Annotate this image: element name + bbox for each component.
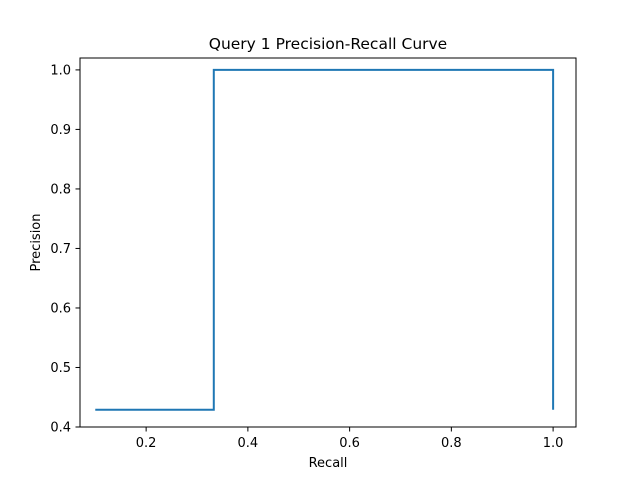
y-tick-label: 0.7: [50, 242, 71, 257]
y-tick-label: 0.9: [50, 123, 71, 138]
x-tick-label: 0.2: [136, 436, 157, 451]
y-tick-label: 0.8: [50, 182, 71, 197]
y-axis-ticks: 0.4 0.5 0.6 0.7 0.8 0.9 1.0: [50, 63, 80, 436]
y-tick-label: 0.4: [50, 421, 71, 436]
plot-area: [95, 68, 555, 411]
series-line-0: [95, 68, 555, 411]
y-tick-label: 0.5: [50, 361, 71, 376]
x-tick-label: 0.6: [339, 436, 360, 451]
x-axis-label: Recall: [309, 456, 348, 471]
chart-title: Query 1 Precision-Recall Curve: [209, 35, 447, 53]
y-tick-label: 1.0: [50, 63, 71, 78]
x-tick-label: 0.8: [441, 436, 462, 451]
y-tick-label: 0.6: [50, 301, 71, 316]
axes-frame: [79, 57, 577, 428]
y-axis-label: Precision: [29, 213, 44, 271]
x-axis-ticks: 0.2 0.4 0.6 0.8 1.0: [136, 427, 564, 451]
x-tick-label: 0.4: [238, 436, 259, 451]
x-tick-label: 1.0: [543, 436, 564, 451]
